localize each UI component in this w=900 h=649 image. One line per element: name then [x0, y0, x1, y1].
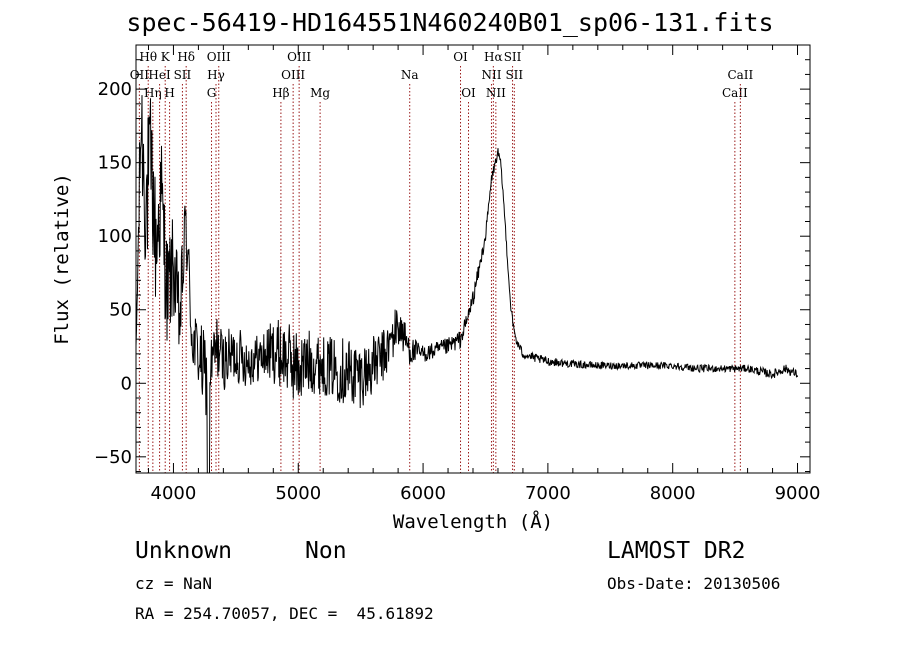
y-tick-label: 0: [121, 373, 132, 394]
emission-line-label: K: [161, 50, 171, 64]
emission-line-label: OI: [453, 50, 468, 64]
y-tick-label: 100: [98, 226, 132, 247]
coordinates-readout: RA = 254.70057, DEC = 45.61892: [135, 604, 434, 623]
y-tick-label: 150: [98, 153, 132, 174]
object-subclass: Non: [305, 538, 347, 564]
emission-line-label: Hα: [484, 50, 503, 64]
y-axis-label: Flux (relative): [51, 173, 73, 345]
x-tick-label: 9000: [775, 483, 821, 504]
x-tick-label: 6000: [400, 483, 446, 504]
emission-line-label: SII: [174, 68, 192, 82]
plot-frame: [135, 44, 811, 474]
emission-line-label: CaII: [722, 86, 748, 100]
emission-line-label: Mg: [310, 86, 330, 100]
x-tick-label: 5000: [275, 483, 321, 504]
emission-line-label: SII: [505, 68, 523, 82]
emission-line-label: OIII: [281, 68, 305, 82]
emission-line-label: SII: [504, 50, 522, 64]
emission-line-label: OII: [130, 68, 150, 82]
redshift-readout: cz = NaN: [135, 574, 213, 593]
emission-line-label: G: [207, 86, 217, 100]
y-tick-label: 200: [98, 79, 132, 100]
y-tick-label: −50: [94, 447, 132, 468]
emission-line-label: Hθ: [139, 50, 157, 64]
emission-line-label: Hβ: [272, 86, 289, 100]
x-tick-label: 7000: [525, 483, 571, 504]
x-tick-label: 8000: [650, 483, 696, 504]
emission-line-label: OIII: [207, 50, 231, 64]
emission-line-label: Hδ: [177, 50, 195, 64]
emission-line-label: HeI: [148, 68, 171, 82]
chart-title: spec-56419-HD164551N460240B01_sp06-131.f…: [126, 8, 774, 37]
emission-line-label: Hγ: [207, 68, 225, 82]
emission-line-label: OI: [461, 86, 476, 100]
object-class: Unknown: [135, 538, 232, 564]
emission-line-label: H: [164, 86, 174, 100]
survey-name: LAMOST DR2: [607, 538, 746, 564]
observation-date: Obs-Date: 20130506: [607, 574, 781, 593]
x-axis-label: Wavelength (Å): [393, 510, 553, 533]
x-tick-label: 4000: [151, 483, 197, 504]
emission-line-label: Na: [401, 68, 419, 82]
spectrum-line: [136, 95, 798, 473]
emission-line-label: CaII: [727, 68, 753, 82]
emission-line-label: Hη: [144, 86, 162, 100]
emission-line-label: OIII: [287, 50, 311, 64]
emission-line-label: NII: [486, 86, 506, 100]
emission-line-label: NII: [481, 68, 501, 82]
y-tick-label: 50: [109, 300, 132, 321]
